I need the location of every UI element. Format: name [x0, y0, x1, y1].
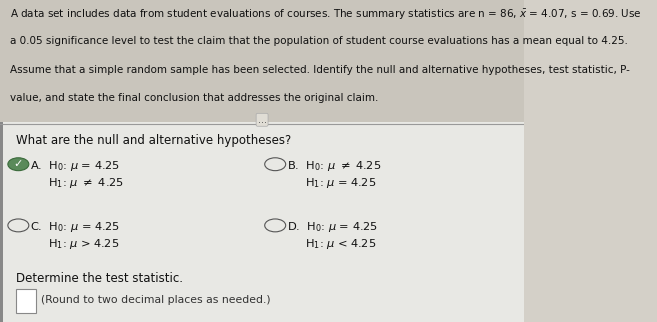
Bar — [0, 122, 3, 322]
Text: What are the null and alternative hypotheses?: What are the null and alternative hypoth… — [16, 134, 291, 147]
Text: H$_1$: $\mu$ = 4.25: H$_1$: $\mu$ = 4.25 — [286, 176, 376, 190]
Text: H$_1$: $\mu$ > 4.25: H$_1$: $\mu$ > 4.25 — [30, 237, 119, 251]
Text: H$_1$: $\mu$ $\neq$ 4.25: H$_1$: $\mu$ $\neq$ 4.25 — [30, 176, 124, 190]
Text: a 0.05 significance level to test the claim that the population of student cours: a 0.05 significance level to test the cl… — [11, 36, 628, 46]
Text: Determine the test statistic.: Determine the test statistic. — [16, 272, 183, 285]
Text: H$_1$: $\mu$ < 4.25: H$_1$: $\mu$ < 4.25 — [286, 237, 376, 251]
Text: value, and state the final conclusion that addresses the original claim.: value, and state the final conclusion th… — [11, 93, 379, 103]
FancyBboxPatch shape — [0, 122, 524, 322]
Circle shape — [265, 158, 286, 171]
Bar — [16, 289, 35, 313]
Text: ...: ... — [258, 115, 267, 125]
Text: ✓: ✓ — [14, 159, 23, 169]
Text: C.  H$_0$: $\mu$ = 4.25: C. H$_0$: $\mu$ = 4.25 — [30, 220, 120, 234]
Text: B.  H$_0$: $\mu$ $\neq$ 4.25: B. H$_0$: $\mu$ $\neq$ 4.25 — [286, 159, 381, 173]
Circle shape — [8, 219, 29, 232]
FancyBboxPatch shape — [0, 0, 524, 122]
Text: A.  H$_0$: $\mu$ = 4.25: A. H$_0$: $\mu$ = 4.25 — [30, 159, 120, 173]
Text: D.  H$_0$: $\mu$ = 4.25: D. H$_0$: $\mu$ = 4.25 — [286, 220, 378, 234]
Circle shape — [8, 158, 29, 171]
Text: (Round to two decimal places as needed.): (Round to two decimal places as needed.) — [41, 295, 271, 305]
Text: A data set includes data from student evaluations of courses. The summary statis: A data set includes data from student ev… — [11, 8, 643, 22]
Circle shape — [265, 219, 286, 232]
Text: Assume that a simple random sample has been selected. Identify the null and alte: Assume that a simple random sample has b… — [11, 65, 630, 75]
